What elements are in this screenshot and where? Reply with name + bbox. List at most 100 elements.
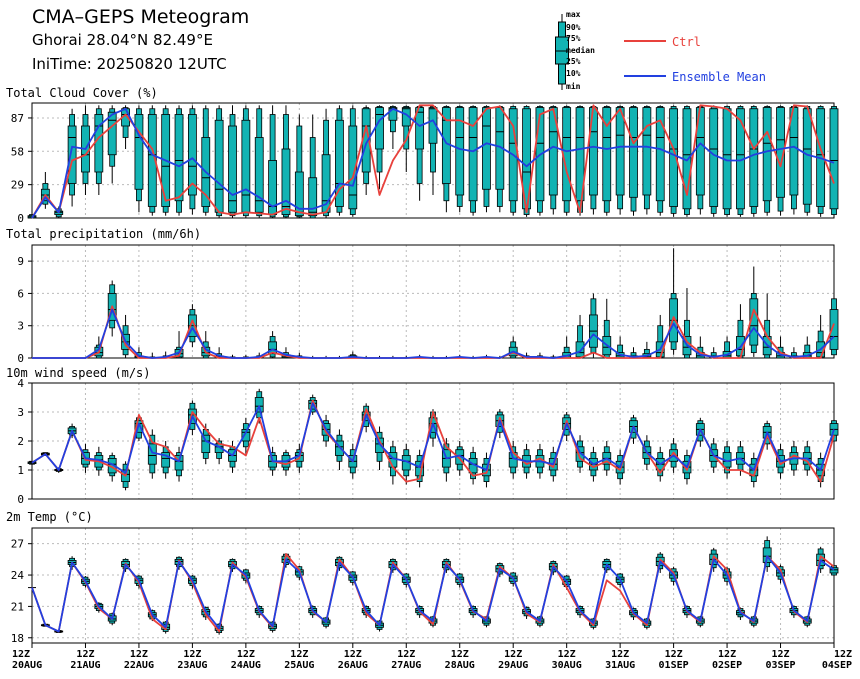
box-plot [268,105,278,218]
box-plot [535,105,545,216]
y-tick-label: 0 [17,212,24,225]
box-outer [403,106,410,150]
box-plot [335,105,344,216]
box-inner [655,107,665,202]
box-inner [575,446,585,462]
panel-3: 2m Temp (°C) 18 21 24 27 [6,510,839,645]
box-plot [147,105,157,216]
panel-title: 10m wind speed (m/s) [6,366,151,380]
box-inner [254,137,264,213]
box-plot [615,105,625,215]
y-tick-label: 0 [17,352,24,365]
box-inner [468,107,478,202]
legend-label-1: 90% [566,23,581,32]
init-time-label: IniTime: 20250820 12UTC [32,55,227,73]
legend: max 90% 75% median 25% 10% min Ctrl Ensemble Mea… [555,10,766,91]
legend-label-0: max [566,10,581,19]
box-inner [201,434,211,454]
box-plot [508,441,518,479]
ensemble-mean-line [31,402,835,474]
box-plot [602,105,612,216]
x-tick-hour: 12Z [76,649,94,660]
x-tick-hour: 12Z [344,649,362,660]
box-plot [629,105,638,216]
x-tick-hour: 12Z [397,649,415,660]
box-plot [254,105,264,218]
box-plot [642,105,652,215]
box-inner [629,107,638,198]
box-plot [94,105,104,195]
legend-label-2: 75% [566,34,581,43]
panel-2: 10m wind speed (m/s) 0 1 2 3 4 [6,366,839,506]
box-plot [589,105,598,215]
box-inner [455,107,465,196]
box-plot [468,105,478,216]
box-inner [602,107,612,202]
box-plot [228,105,237,218]
x-tick-date: 23AUG [177,660,207,671]
box-plot [669,248,678,355]
box-plot [669,105,678,217]
box-inner [147,114,157,207]
x-tick-hour: 12Z [451,649,469,660]
y-tick-label: 1 [17,464,24,477]
box-plot [548,105,558,215]
box-inner [642,107,652,196]
box-inner [281,148,291,215]
box-inner [268,341,278,355]
box-plot [67,108,77,207]
box-inner [709,108,719,207]
box-inner [802,108,812,205]
legend-label-4: 25% [566,57,581,66]
chart-title: CMA–GEPS Meteogram [32,6,250,28]
y-tick-label: 27 [11,538,24,551]
box-inner [241,119,251,213]
box-plot [428,105,438,195]
y-tick-label: 58 [11,145,24,158]
y-tick-label: 3 [17,320,24,333]
x-tick-date: 29AUG [498,660,528,671]
box-inner [335,119,344,207]
legend-mean-label: Ensemble Mean [672,70,766,84]
x-tick-date: 31AUG [605,660,635,671]
box-inner [562,107,572,202]
box-plot [695,417,705,447]
box-plot [321,108,331,218]
x-tick-date: 27AUG [391,660,421,671]
x-tick-hour: 12Z [12,649,30,660]
box-inner [308,177,318,217]
box-plot [562,105,572,216]
box-inner [187,114,197,196]
ctrl-line [31,104,835,219]
box-inner [762,107,772,202]
box-plot [495,105,505,213]
x-tick-hour: 12Z [504,649,522,660]
ctrl-line [31,553,835,633]
x-tick-date: 22AUG [124,660,154,671]
box-inner [829,567,839,574]
y-tick-label: 24 [11,569,25,582]
box-inner [829,309,839,350]
ensemble-mean-line [31,555,835,633]
box-plot [214,105,224,218]
box-plot [655,105,665,216]
box-inner [375,107,384,150]
x-tick-date: 21AUG [70,660,100,671]
box-plot [121,105,130,149]
box-plot [107,105,117,184]
x-tick-hour: 12Z [611,649,629,660]
x-tick-hour: 12Z [772,649,790,660]
x-tick-date: 26AUG [338,660,368,671]
box-inner [375,437,384,454]
box-inner [241,428,251,442]
x-tick-date: 24AUG [231,660,261,671]
panel-title: 2m Temp (°C) [6,510,93,524]
box-inner [776,107,785,198]
box-inner [482,107,491,190]
box-inner [174,455,184,471]
x-tick-date: 25AUG [284,660,314,671]
box-plot [482,105,491,213]
x-tick-hour: 12Z [834,649,852,660]
